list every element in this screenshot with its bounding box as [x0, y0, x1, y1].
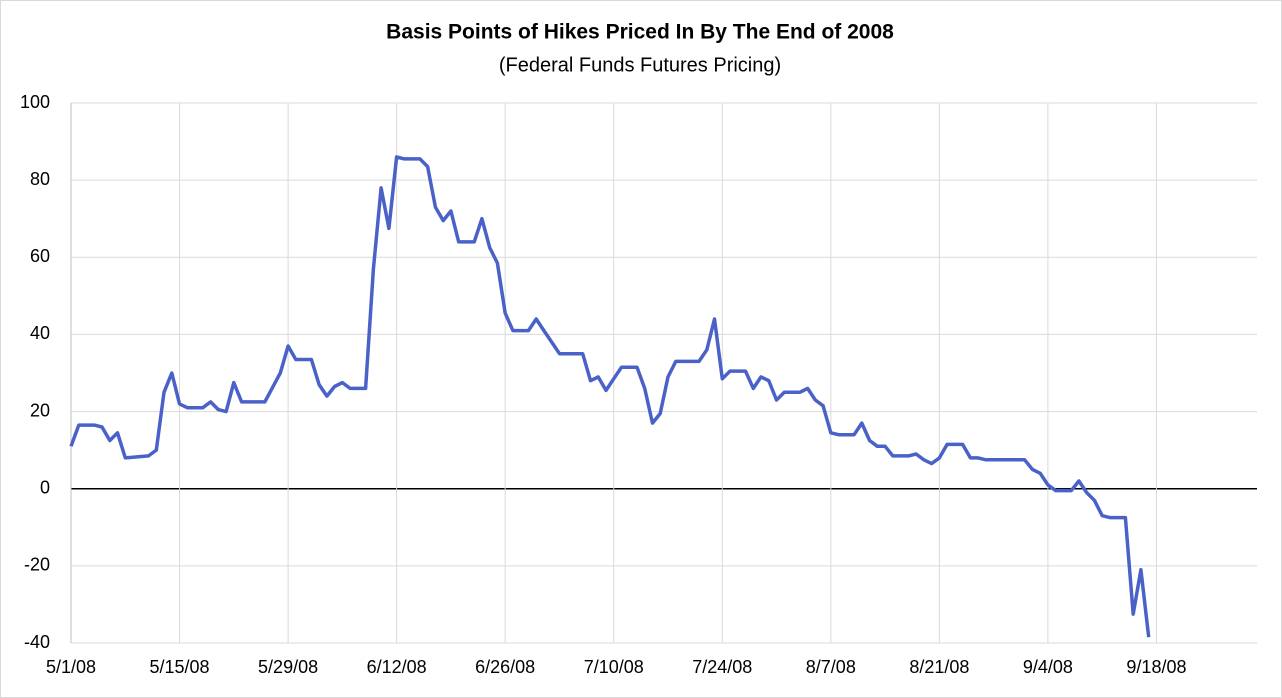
- y-tick-label: 80: [30, 169, 50, 189]
- y-tick-label: 0: [40, 477, 50, 497]
- x-tick-label: 9/18/08: [1126, 657, 1186, 677]
- chart-subtitle: (Federal Funds Futures Pricing): [499, 54, 781, 76]
- y-tick-label: -20: [24, 555, 50, 575]
- x-tick-label: 7/10/08: [584, 657, 644, 677]
- x-tick-label: 6/26/08: [475, 657, 535, 677]
- y-tick-label: 60: [30, 246, 50, 266]
- x-tick-label: 5/1/08: [46, 657, 96, 677]
- chart-title: Basis Points of Hikes Priced In By The E…: [386, 21, 894, 44]
- x-tick-label: 5/29/08: [258, 657, 318, 677]
- x-tick-label: 9/4/08: [1023, 657, 1073, 677]
- y-tick-label: 20: [30, 400, 50, 420]
- x-tick-label: 7/24/08: [692, 657, 752, 677]
- y-tick-label: 100: [20, 92, 50, 112]
- x-tick-label: 6/12/08: [367, 657, 427, 677]
- y-tick-label: -40: [24, 632, 50, 652]
- x-tick-label: 8/7/08: [806, 657, 856, 677]
- y-tick-label: 40: [30, 323, 50, 343]
- x-tick-label: 8/21/08: [909, 657, 969, 677]
- x-tick-label: 5/15/08: [150, 657, 210, 677]
- data-line: [69, 155, 1151, 638]
